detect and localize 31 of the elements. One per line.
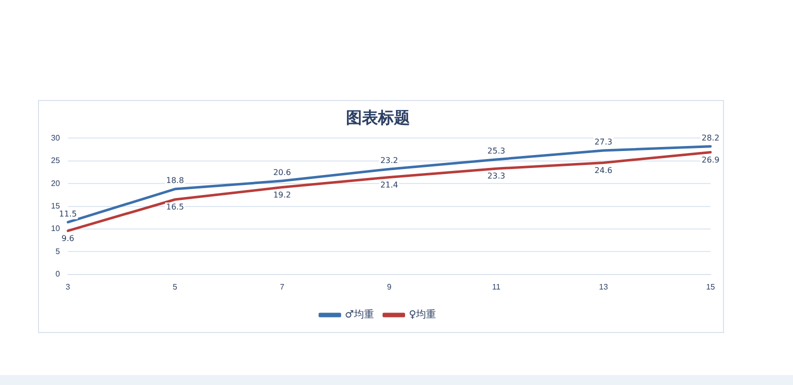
x-tick-label: 5 — [172, 282, 178, 292]
legend-label: ♀均重 — [408, 308, 436, 321]
data-label: 19.2 — [273, 190, 292, 200]
x-tick-label: 11 — [492, 282, 502, 292]
data-label: 9.6 — [62, 234, 74, 243]
data-label: 23.3 — [487, 172, 506, 181]
data-label: 27.3 — [594, 138, 612, 147]
legend-label: ♂均重 — [344, 308, 374, 321]
data-label: 23.2 — [380, 156, 398, 166]
y-tick-label: 10 — [50, 224, 60, 234]
y-tick-label: 20 — [50, 178, 60, 188]
data-label: 16.5 — [166, 202, 184, 212]
y-tick-label: 0 — [55, 270, 60, 279]
data-label: 11.5 — [58, 209, 77, 218]
data-label: 18.8 — [166, 176, 184, 186]
data-label: 24.6 — [594, 166, 612, 175]
y-tick-label: 15 — [50, 202, 60, 211]
y-tick-label: 30 — [50, 133, 60, 142]
y-tick-label: 5 — [55, 246, 60, 256]
data-label: 28.2 — [702, 133, 720, 142]
data-label: 21.4 — [380, 180, 398, 190]
data-label: 20.6 — [273, 168, 292, 177]
x-tick-label: 3 — [66, 282, 71, 292]
x-tick-label: 9 — [387, 282, 392, 292]
x-tick-label: 7 — [280, 282, 285, 292]
chart-title: 图表标题 — [346, 108, 410, 127]
data-label: 26.9 — [702, 155, 720, 164]
data-label: 25.3 — [487, 146, 506, 156]
x-tick-label: 15 — [706, 282, 716, 292]
x-tick-label: 13 — [598, 282, 608, 292]
y-tick-label: 25 — [50, 156, 60, 166]
